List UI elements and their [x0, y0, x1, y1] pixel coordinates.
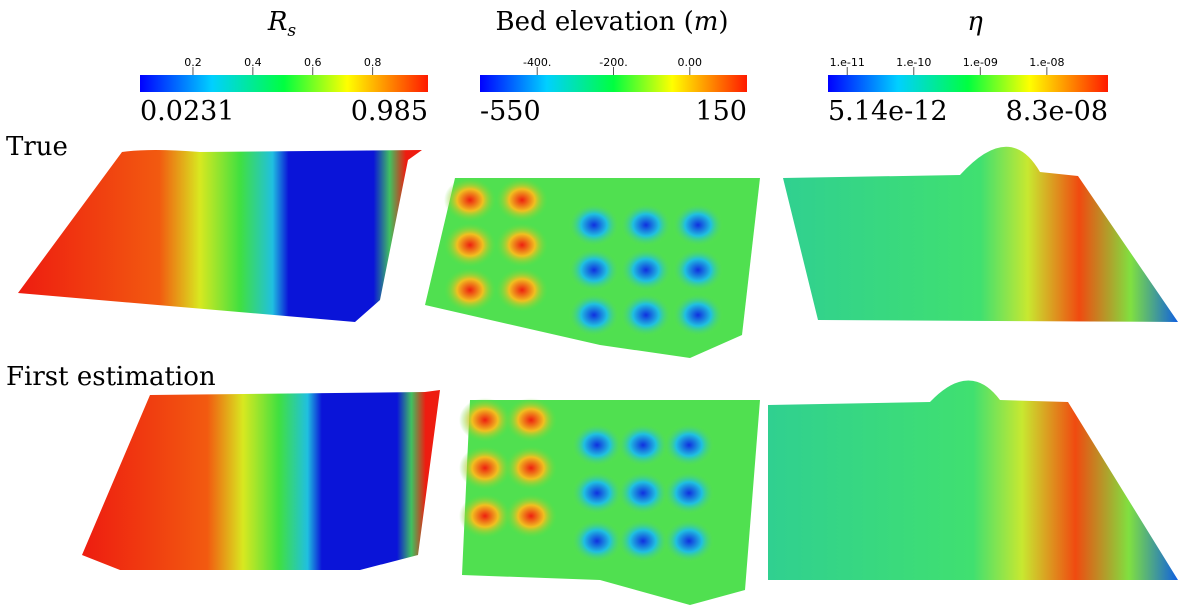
tick-label: -400. — [523, 56, 551, 69]
column-title: Bed elevation (m) — [495, 7, 728, 37]
surface-eta-estimate — [768, 380, 1178, 580]
tick-label: 1.e-11 — [830, 56, 865, 69]
surface-bed-estimate — [459, 398, 760, 605]
tick-label: 1.e-10 — [896, 56, 931, 69]
column-title: Rs — [267, 7, 297, 41]
title-part: m — [694, 7, 719, 37]
title-part: ) — [718, 7, 728, 37]
range-label: 150 — [695, 96, 747, 127]
range-label: 8.3e-08 — [1006, 96, 1108, 127]
tick-label: 0.8 — [364, 56, 382, 69]
range-label: 0.0231 — [140, 96, 234, 127]
range-label: 0.985 — [351, 96, 428, 127]
tick-label: 1.e-08 — [1029, 56, 1064, 69]
colorbar — [140, 75, 428, 92]
title-subscript: s — [287, 21, 296, 41]
tick-label: -200. — [599, 56, 627, 69]
title-part: Bed elevation ( — [495, 7, 693, 37]
tick-label: 1.e-09 — [963, 56, 998, 69]
tick-label: 0.00 — [678, 56, 703, 69]
title-part: R — [267, 7, 288, 37]
tick-label: 0.4 — [244, 56, 262, 69]
surface-eta-true — [783, 146, 1178, 322]
column-title: η — [967, 7, 983, 37]
tick-label: 0.6 — [304, 56, 322, 69]
surface-rs-estimate — [82, 390, 440, 570]
colorbars: 0.2 0.4 0.6 0.8 0.0231 0.985 -400. -200. 0.00 -55… — [140, 56, 1108, 127]
range-label: -550 — [480, 96, 541, 127]
surface-bed-true — [425, 178, 760, 358]
tick-label: 0.2 — [184, 56, 202, 69]
surface-rs-true — [18, 150, 422, 322]
colorbar — [480, 75, 747, 92]
range-label: 5.14e-12 — [828, 96, 948, 127]
row-label: True — [6, 132, 68, 162]
colorbar — [828, 75, 1108, 92]
row-label: First estimation — [6, 362, 216, 392]
